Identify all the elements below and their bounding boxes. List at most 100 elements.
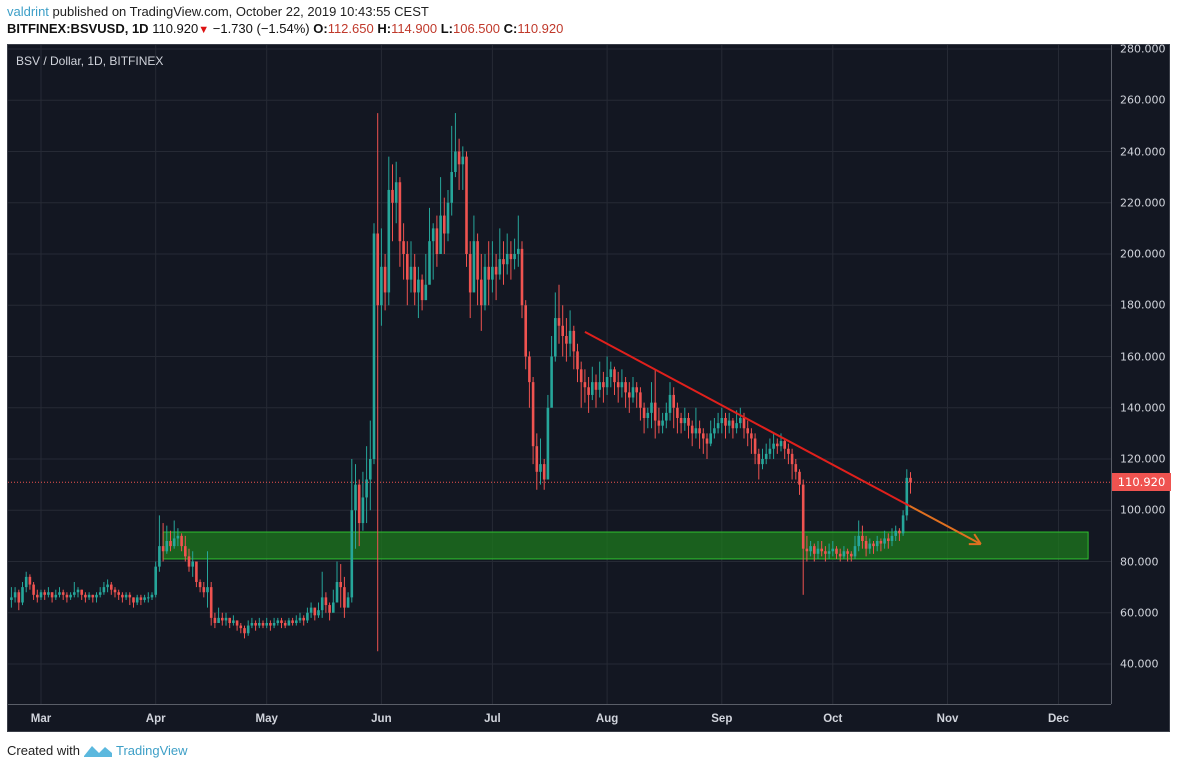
- candle-up: [483, 266, 487, 306]
- candle-up: [713, 428, 716, 434]
- last-price: 110.920: [152, 21, 199, 36]
- candle-down: [879, 541, 883, 544]
- candle-up: [417, 279, 420, 293]
- candle-down: [28, 576, 32, 585]
- candle-up: [346, 597, 350, 608]
- candle-down: [705, 438, 709, 444]
- candle-up: [106, 584, 109, 588]
- candle-up: [491, 266, 494, 280]
- candle-down: [291, 620, 294, 623]
- candle-up: [135, 597, 139, 603]
- candle-down: [746, 428, 749, 434]
- candle-down: [864, 541, 868, 549]
- trendline: [584, 331, 911, 507]
- candle-up: [683, 418, 687, 424]
- candle-up: [73, 592, 76, 595]
- candle-down: [531, 382, 535, 447]
- candle-down: [494, 266, 498, 275]
- candle-up: [102, 587, 106, 593]
- candle-down: [583, 382, 587, 388]
- candle-up: [517, 248, 520, 254]
- candle-down: [787, 448, 790, 454]
- candle-down: [698, 428, 701, 434]
- candle-down: [898, 530, 901, 534]
- candle-up: [620, 382, 624, 388]
- tradingview-link[interactable]: TradingView: [115, 742, 188, 758]
- candle-down: [36, 594, 39, 598]
- candle-up: [365, 479, 368, 498]
- candle-up: [10, 597, 13, 600]
- publish-text: published on TradingView.com, October 22…: [52, 4, 429, 19]
- price-plot[interactable]: [8, 45, 1111, 704]
- candle-up: [224, 617, 228, 621]
- candle-up: [424, 284, 428, 301]
- time-axis[interactable]: Mar Apr May Jun Jul Aug Sep Oct Nov Dec: [8, 704, 1111, 733]
- candle-down: [524, 305, 527, 357]
- candle-down: [528, 356, 531, 383]
- author-link[interactable]: valdrint: [7, 4, 49, 19]
- candle-up: [295, 620, 298, 623]
- candle-up: [875, 541, 879, 547]
- candle-up: [505, 254, 509, 265]
- time-tick-label: Nov: [936, 713, 959, 725]
- candle-up: [735, 423, 738, 429]
- candle-down: [339, 582, 342, 588]
- candle-down: [435, 228, 439, 254]
- candle-down: [624, 382, 627, 393]
- price-tick-label: 200.000: [1120, 247, 1166, 261]
- candle-up: [461, 156, 465, 165]
- candle-down: [628, 392, 631, 398]
- candle-up: [95, 594, 98, 598]
- chart-container[interactable]: BSV / Dollar, 1D, BITFINEX 40.000 60.000 8…: [7, 43, 1172, 733]
- candle-down: [324, 597, 328, 606]
- candle-up: [546, 407, 550, 480]
- candle-down: [391, 189, 394, 203]
- candle-up: [513, 254, 516, 260]
- candle-up: [154, 566, 157, 595]
- candle-down: [824, 551, 827, 554]
- candle-down: [776, 443, 779, 447]
- candle-down: [616, 382, 620, 388]
- time-tick-label: Dec: [1047, 713, 1070, 725]
- candle-up: [124, 594, 128, 598]
- price-axis[interactable]: 40.000 60.000 80.000 100.000 120.000 140.000 1…: [1111, 43, 1172, 704]
- candle-down: [690, 425, 694, 434]
- close-value: 110.920: [517, 21, 564, 36]
- candle-up: [827, 551, 831, 554]
- candle-up: [568, 330, 572, 344]
- candle-down: [805, 548, 809, 552]
- candle-up: [258, 623, 261, 626]
- candle-up: [472, 241, 476, 293]
- candle-up: [665, 412, 668, 421]
- open-label: O:: [313, 21, 328, 36]
- candle-down: [613, 369, 616, 383]
- candle-down: [383, 266, 387, 293]
- candle-down: [457, 151, 461, 165]
- candle-up: [217, 617, 220, 623]
- candle-down: [239, 625, 243, 629]
- candle-down: [653, 402, 657, 421]
- candle-up: [24, 576, 28, 588]
- candle-up: [87, 594, 91, 598]
- candle-down: [465, 156, 468, 254]
- candle-down: [468, 254, 472, 293]
- candle-down: [402, 241, 405, 254]
- candle-up: [650, 402, 653, 413]
- candle-down: [254, 623, 257, 626]
- arrow-head-icon: [973, 533, 982, 545]
- candle-up: [539, 464, 542, 472]
- price-tick-label: 180.000: [1120, 298, 1166, 312]
- candle-up: [768, 448, 772, 454]
- time-tick-label: Jun: [371, 713, 392, 725]
- candle-up: [387, 189, 391, 293]
- candle-down: [128, 594, 132, 598]
- candle-up: [631, 387, 635, 398]
- candle-up: [842, 551, 846, 557]
- candle-down: [343, 587, 346, 608]
- candle-up: [809, 546, 812, 552]
- candle-up: [320, 597, 324, 611]
- candle-down: [132, 597, 135, 603]
- candle-down: [413, 266, 416, 293]
- support-zone: [162, 531, 1089, 560]
- candle-up: [764, 453, 768, 459]
